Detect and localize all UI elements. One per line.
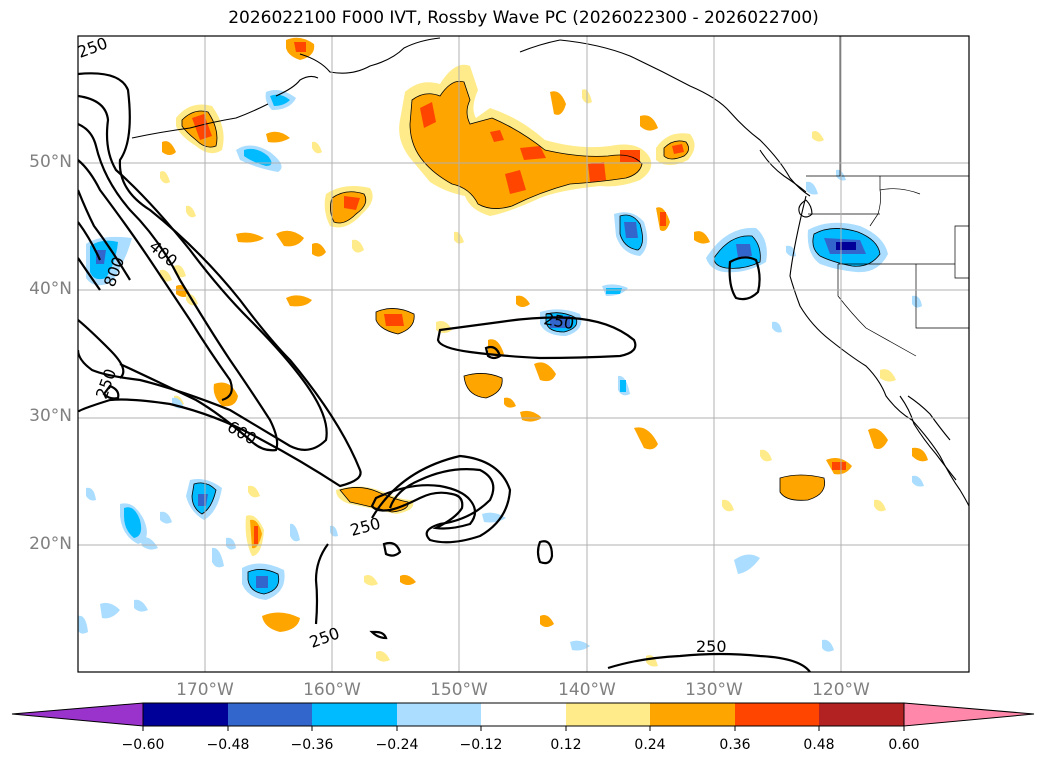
lon-label-140w: 140°W bbox=[558, 680, 616, 700]
colorbar bbox=[11, 702, 1035, 731]
lon-label-120w: 120°W bbox=[812, 680, 870, 700]
lat-label-20n: 20°N bbox=[29, 534, 72, 554]
lat-label-40n: 40°N bbox=[29, 279, 72, 299]
colorbar-bin-4 bbox=[397, 703, 481, 726]
colorbar-bin-5 bbox=[481, 703, 566, 726]
colorbar-bin-7 bbox=[650, 703, 735, 726]
colorbar-frame bbox=[142, 702, 905, 727]
colorbar-label-048: 0.48 bbox=[803, 737, 835, 753]
lon-label-150w: 150°W bbox=[430, 680, 488, 700]
ivt-contours bbox=[78, 72, 811, 672]
colorbar-label-neg060: −0.60 bbox=[121, 737, 165, 753]
colorbar-label-neg024: −0.24 bbox=[375, 737, 419, 753]
colorbar-bin-9 bbox=[819, 703, 904, 726]
gridlines bbox=[78, 36, 969, 672]
colorbar-bin-6 bbox=[566, 703, 650, 726]
lon-label-170w: 170°W bbox=[176, 680, 234, 700]
map-panel: 250 400 800 250 600 250 250 250 250 bbox=[78, 36, 969, 672]
contour-label-250-bottom: 250 bbox=[696, 637, 727, 656]
positive-anomaly-shading bbox=[160, 37, 928, 667]
colorbar-extend-low bbox=[11, 702, 144, 727]
lat-label-30n: 30°N bbox=[29, 406, 72, 426]
colorbar-label-neg012: −0.12 bbox=[459, 737, 503, 753]
colorbar-label-neg048: −0.48 bbox=[206, 737, 250, 753]
colorbar-bin-2 bbox=[228, 703, 312, 726]
colorbar-label-060: 0.60 bbox=[888, 737, 920, 753]
lon-label-160w: 160°W bbox=[303, 680, 361, 700]
political-borders bbox=[806, 36, 969, 357]
colorbar-label-036: 0.36 bbox=[719, 737, 751, 753]
lat-label-50n: 50°N bbox=[29, 152, 72, 172]
colorbar-extend-high bbox=[903, 702, 1035, 727]
colorbar-bin-3 bbox=[312, 703, 397, 726]
colorbar-label-024: 0.24 bbox=[634, 737, 666, 753]
colorbar-ticks bbox=[142, 726, 905, 731]
colorbar-label-012: 0.12 bbox=[550, 737, 582, 753]
negative-anomaly-shading bbox=[78, 90, 924, 652]
colorbar-bin-1 bbox=[143, 703, 228, 726]
coastlines bbox=[131, 37, 969, 507]
colorbar-label-neg036: −0.36 bbox=[290, 737, 334, 753]
map-frame bbox=[77, 35, 970, 673]
colorbar-bin-8 bbox=[735, 703, 819, 726]
lon-label-130w: 130°W bbox=[685, 680, 743, 700]
figure-title: 2026022100 F000 IVT, Rossby Wave PC (202… bbox=[228, 8, 819, 28]
